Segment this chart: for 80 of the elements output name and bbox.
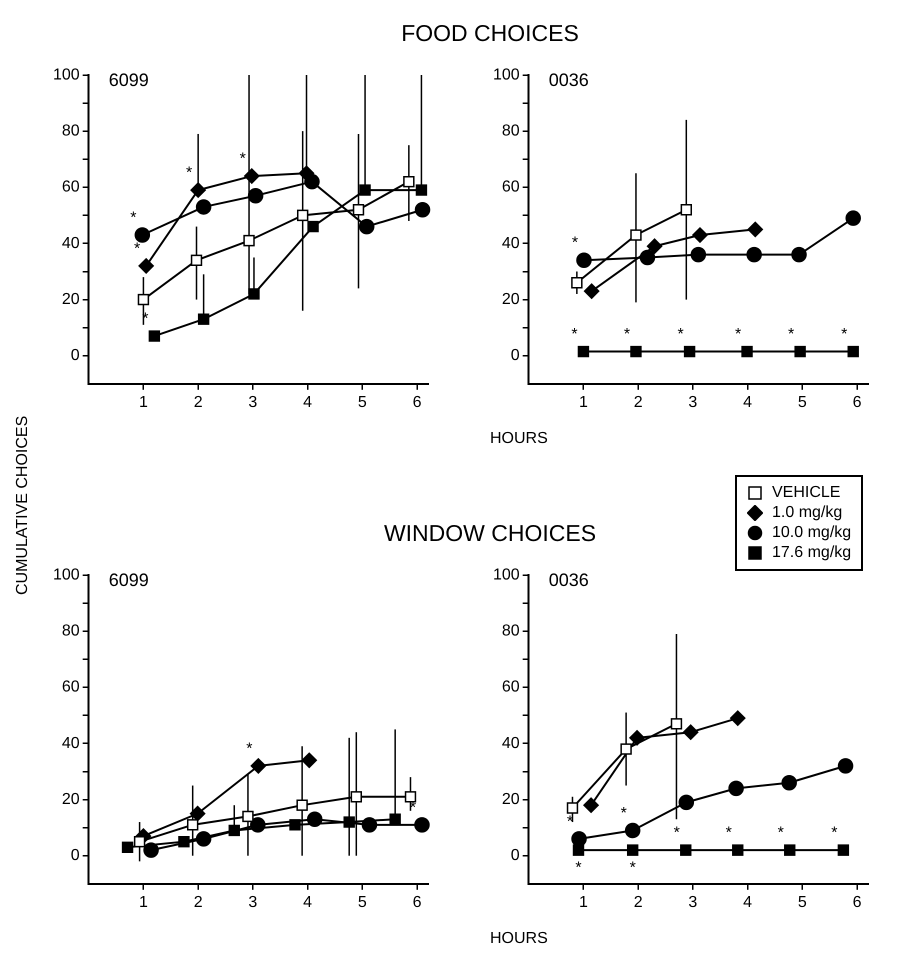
y-tick-label: 60 — [62, 678, 80, 696]
y-tick-label: 60 — [502, 178, 520, 196]
y-tick-label: 80 — [502, 622, 520, 640]
x-tick-label: 2 — [194, 394, 203, 411]
x-tick-label: 3 — [688, 394, 698, 411]
annotation: * — [841, 326, 848, 343]
y-tick-label: 60 — [62, 178, 80, 196]
x-tick-label: 5 — [358, 894, 367, 911]
y-tick-label: 40 — [502, 234, 520, 252]
chart-subtitle: 0036 — [548, 70, 589, 90]
x-tick-label: 5 — [798, 894, 807, 911]
y-tick-label: 20 — [502, 290, 520, 308]
text: WINDOW CHOICES — [384, 520, 596, 547]
annotation: * — [575, 860, 582, 877]
annotation: * — [734, 326, 742, 343]
legend-label: VEHICLE — [772, 484, 840, 502]
x-tick-label: 1 — [578, 394, 588, 411]
legend-label: 17.6 mg/kg — [772, 544, 852, 562]
y-tick-label: 100 — [52, 66, 80, 84]
annotation: * — [677, 326, 684, 343]
y-tick-label: 100 — [492, 66, 520, 84]
chart-subtitle: 0036 — [548, 570, 589, 590]
y-tick-label: 0 — [510, 847, 520, 864]
annotation: * — [788, 326, 794, 343]
x-axis-title: HOURS — [490, 430, 548, 448]
y-tick-label: 100 — [52, 566, 80, 584]
x-tick-label: 2 — [634, 894, 643, 911]
annotation: * — [134, 240, 140, 258]
annotation: * — [572, 234, 578, 252]
annotation: * — [620, 804, 627, 822]
x-tick-label: 6 — [412, 394, 422, 411]
x-tick-label: 2 — [634, 394, 643, 411]
x-tick-label: 4 — [743, 394, 752, 411]
y-tick-label: 0 — [70, 847, 80, 864]
legend-label: 1.0 mg/kg — [772, 504, 842, 522]
x-tick-label: 1 — [578, 894, 588, 911]
y-tick-label: 20 — [502, 790, 520, 808]
annotation: * — [778, 824, 784, 842]
annotation: * — [186, 164, 192, 182]
x-tick-label: 3 — [248, 894, 258, 911]
annotation: * — [246, 740, 252, 758]
annotation: * — [130, 209, 136, 226]
y-tick-label: 80 — [62, 122, 80, 140]
text: FOOD CHOICES — [401, 20, 579, 47]
annotation: * — [674, 824, 680, 842]
y-tick-label: 40 — [502, 734, 520, 752]
x-tick-label: 6 — [412, 894, 422, 911]
x-tick-label: 3 — [688, 894, 698, 911]
y-tick-label: 80 — [62, 622, 80, 640]
y-tick-label: 0 — [510, 347, 520, 364]
chart-subtitle: 6099 — [108, 70, 149, 90]
x-tick-label: 6 — [852, 394, 862, 411]
y-tick-label: 0 — [70, 347, 80, 364]
x-tick-label: 3 — [248, 394, 258, 411]
x-tick-label: 5 — [798, 394, 807, 411]
x-tick-label: 6 — [852, 894, 862, 911]
x-tick-label: 5 — [358, 394, 367, 411]
annotation: * — [571, 326, 578, 343]
annotation: * — [240, 150, 246, 168]
y-tick-label: 80 — [502, 122, 520, 140]
annotation: * — [624, 326, 630, 343]
legend-label: 10.0 mg/kg — [772, 524, 852, 542]
annotation: * — [630, 860, 636, 877]
y-tick-label: 20 — [62, 790, 80, 808]
x-tick-label: 4 — [303, 894, 312, 911]
chart-subtitle: 6099 — [108, 570, 149, 590]
y-tick-label: 20 — [62, 290, 80, 308]
y-tick-label: 60 — [502, 678, 520, 696]
x-tick-label: 2 — [194, 894, 203, 911]
y-axis-title: CUMULATIVE CHOICES — [14, 416, 32, 595]
annotation: * — [726, 824, 732, 842]
y-tick-label: 40 — [62, 234, 80, 252]
x-tick-label: 1 — [138, 894, 148, 911]
y-tick-label: 100 — [492, 566, 520, 584]
x-tick-label: 4 — [303, 394, 312, 411]
y-tick-label: 40 — [62, 734, 80, 752]
annotation: * — [831, 824, 838, 842]
x-tick-label: 1 — [138, 394, 148, 411]
x-tick-label: 4 — [743, 894, 752, 911]
x-axis-title: HOURS — [490, 930, 548, 948]
